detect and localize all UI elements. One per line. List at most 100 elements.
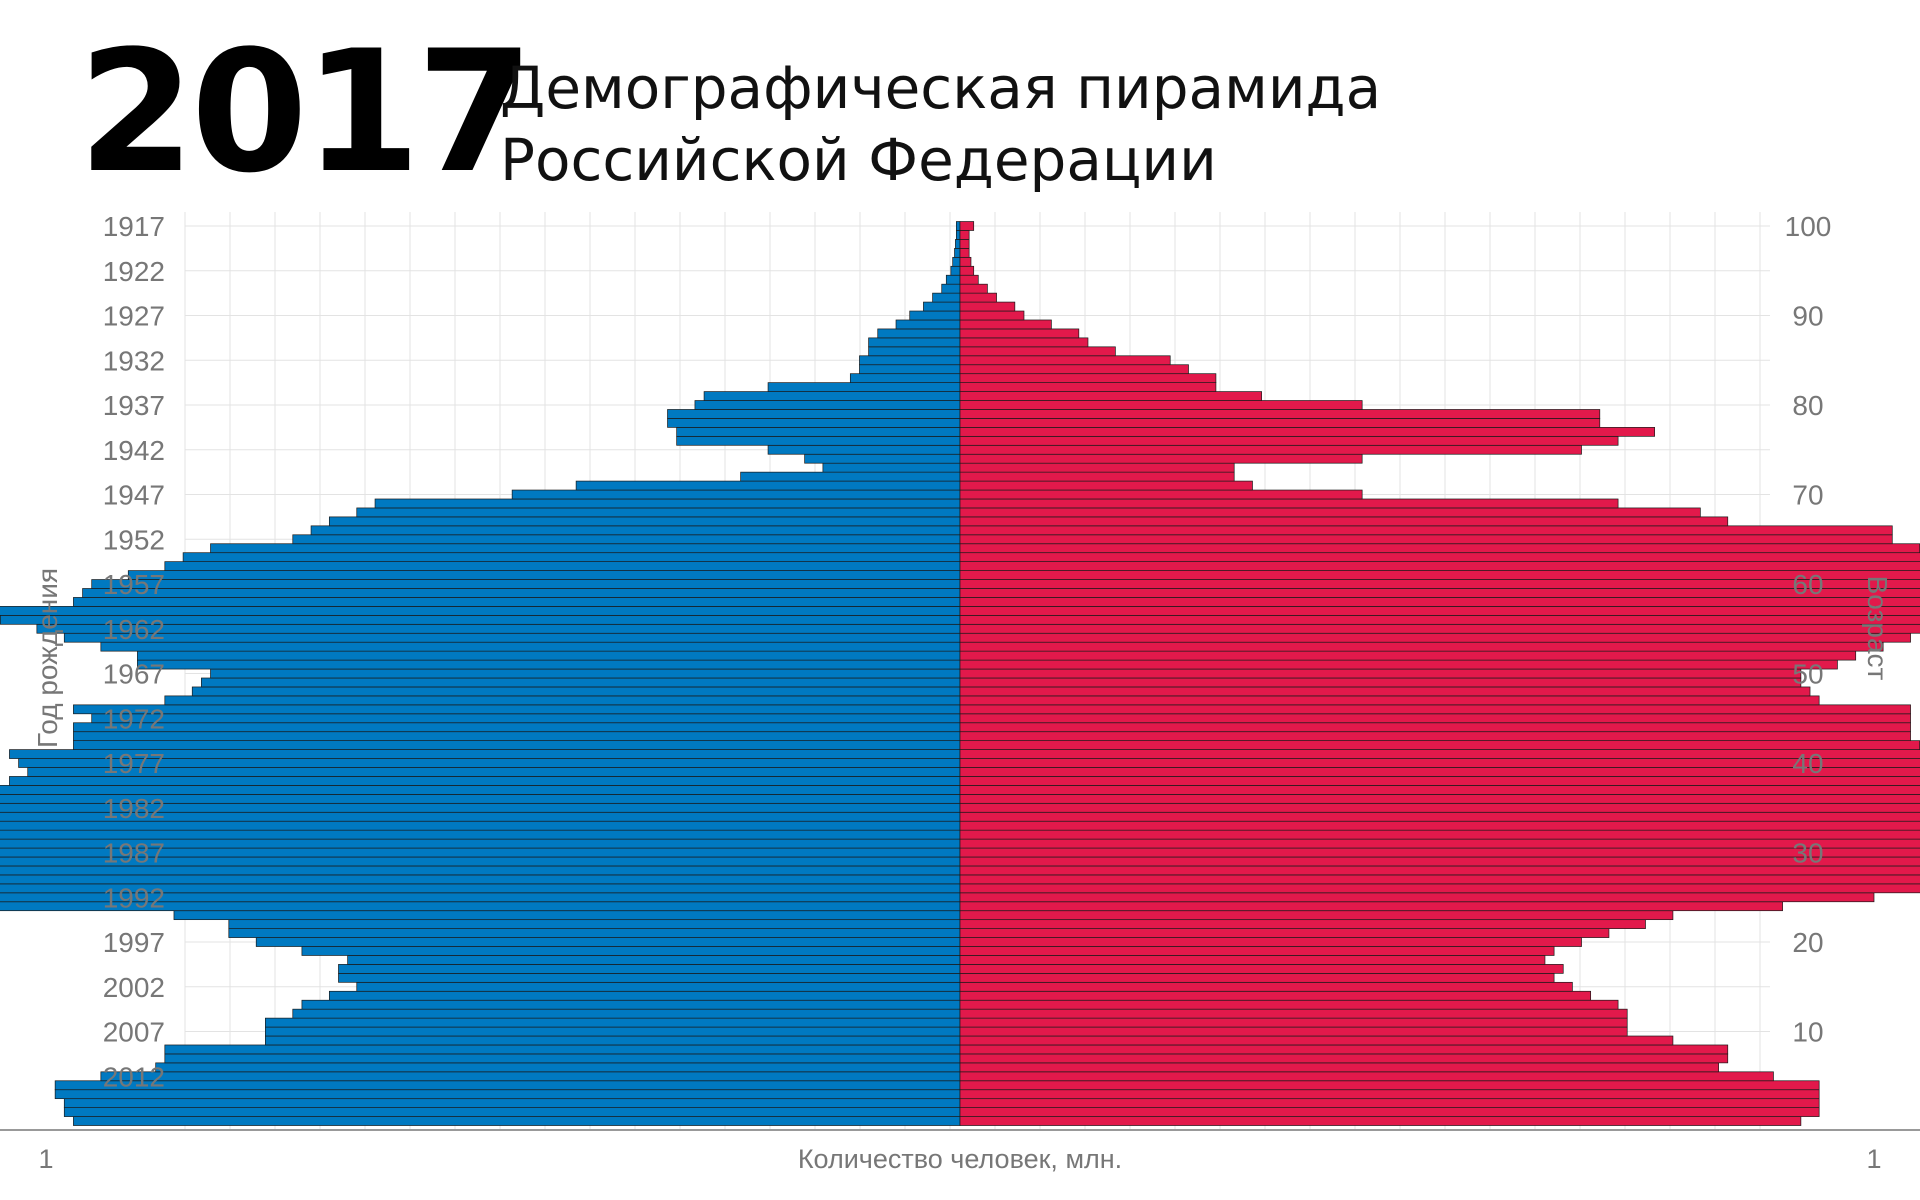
female-bar — [959, 990, 1592, 1001]
female-bar — [959, 283, 988, 294]
female-bar — [959, 731, 1911, 742]
chart-title-line-1: Демографическая пирамида — [500, 54, 1382, 122]
female-bar — [959, 749, 1920, 759]
female-bar — [959, 1080, 1820, 1091]
age-tick-label: 20 — [1792, 927, 1823, 958]
female-bar — [959, 427, 1655, 437]
male-bar — [127, 570, 961, 580]
female-bar — [959, 820, 1920, 831]
birth-year-tick-label: 2002 — [103, 972, 165, 1003]
female-bar — [959, 1098, 1820, 1108]
male-bar — [859, 364, 961, 375]
female-bar — [959, 794, 1920, 804]
age-tick-label: 60 — [1792, 569, 1823, 600]
female-bar — [959, 614, 1920, 625]
female-bar — [959, 346, 1116, 357]
male-bar — [955, 230, 961, 240]
male-bar — [73, 740, 961, 750]
birth-year-tick-label: 1982 — [103, 793, 165, 824]
male-bar — [292, 1008, 961, 1019]
female-bar — [959, 570, 1920, 580]
female-bar — [959, 883, 1920, 894]
male-bar — [767, 382, 961, 392]
female-bar — [959, 919, 1646, 929]
age-tick-label: 10 — [1792, 1017, 1823, 1048]
female-bar — [959, 507, 1701, 518]
female-bar — [959, 534, 1893, 545]
female-bar — [959, 409, 1601, 419]
female-bar — [959, 955, 1546, 965]
male-bar — [328, 516, 961, 527]
male-bar — [676, 427, 961, 437]
male-bar — [909, 310, 961, 321]
x-tick-label: 1 — [1866, 1144, 1881, 1174]
female-bar — [959, 910, 1674, 921]
male-bar — [210, 543, 961, 554]
female-bar — [959, 856, 1920, 867]
female-bar — [959, 632, 1911, 643]
male-bar — [210, 668, 961, 679]
male-bar — [301, 946, 961, 956]
female-bar — [959, 319, 1052, 330]
female-bar — [959, 1017, 1628, 1028]
male-bar — [328, 990, 961, 1001]
male-bar — [63, 1107, 961, 1117]
female-bar — [959, 1062, 1719, 1073]
female-bar — [959, 695, 1820, 706]
female-bar — [959, 418, 1601, 428]
male-bar — [255, 937, 961, 947]
male-bar — [923, 301, 961, 312]
male-bar — [941, 283, 961, 294]
male-bar — [265, 1026, 961, 1037]
male-bar — [63, 632, 961, 643]
male-bar — [347, 955, 961, 965]
birth-year-tick-label: 1917 — [103, 211, 165, 242]
female-bar — [959, 480, 1253, 491]
male-bar — [356, 981, 961, 992]
female-bar — [959, 1116, 1802, 1126]
female-bar — [959, 310, 1025, 321]
male-bar — [859, 355, 961, 366]
axis-labels: 2112Количество человек, млн.191719221927… — [32, 211, 1893, 1174]
male-bar — [265, 1017, 961, 1028]
female-bar — [959, 758, 1920, 768]
female-bar — [959, 776, 1920, 786]
male-bar — [100, 1071, 961, 1082]
male-bar — [868, 337, 961, 348]
male-bar — [164, 1053, 961, 1064]
male-bar — [356, 507, 961, 518]
birth-year-tick-label: 1922 — [103, 256, 165, 287]
female-bar — [959, 785, 1920, 795]
male-bar — [676, 435, 961, 446]
female-bars — [959, 221, 1920, 1126]
birth-year-tick-label: 1992 — [103, 882, 165, 913]
birth-year-tick-label: 1957 — [103, 569, 165, 600]
female-bar — [959, 901, 1783, 912]
male-bar — [952, 256, 961, 267]
x-tick-label: 1 — [38, 1144, 53, 1174]
male-bar — [73, 1116, 961, 1126]
age-tick-label: 100 — [1785, 211, 1832, 242]
female-bar — [959, 623, 1920, 634]
male-bar — [54, 1089, 961, 1100]
male-bar — [849, 373, 961, 383]
female-bar — [959, 1044, 1729, 1055]
female-bar — [959, 239, 970, 249]
female-bar — [959, 829, 1920, 840]
female-bar — [959, 382, 1217, 392]
female-bar — [959, 892, 1875, 903]
male-bar — [703, 391, 961, 401]
male-bar — [164, 1044, 961, 1055]
male-bar — [191, 686, 961, 697]
female-bar — [959, 355, 1171, 366]
female-bar — [959, 462, 1235, 473]
chart-title-line-2: Российской Федерации — [500, 126, 1217, 194]
female-bar — [959, 981, 1573, 992]
male-bar — [155, 1062, 961, 1073]
female-bar — [959, 668, 1802, 679]
female-bar — [959, 265, 975, 276]
year-heading: 2017 — [78, 14, 534, 210]
male-bar — [511, 489, 961, 500]
male-bar — [164, 561, 961, 571]
